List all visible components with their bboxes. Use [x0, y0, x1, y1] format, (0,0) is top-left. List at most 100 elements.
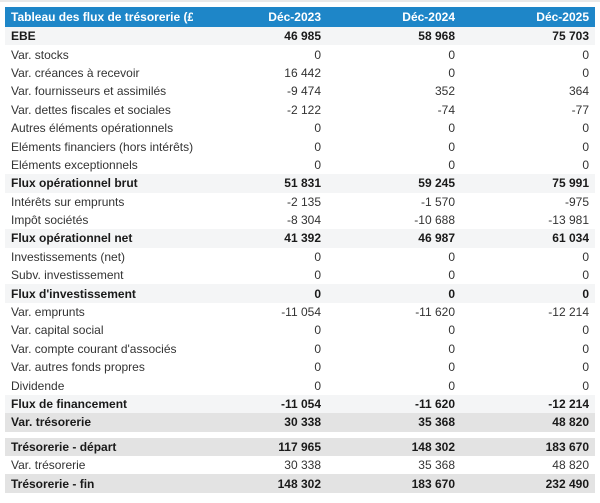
row-value: 352 — [434, 84, 455, 99]
row-value: -10 688 — [414, 213, 455, 228]
row-value: -8 304 — [286, 213, 321, 228]
row-value: -11 620 — [414, 397, 455, 411]
row-value: 0 — [448, 360, 455, 375]
row-value: 232 490 — [545, 476, 589, 491]
table-row: Flux de financement -11 054 -11 620 -12 214 — [5, 394, 595, 414]
row-label: Intérêts sur emprunts — [11, 194, 125, 209]
row-label: Var. fournisseurs et assimilés — [11, 84, 167, 99]
row-value: 75 991 — [552, 176, 589, 191]
table-row: Investissements (net) 0 0 0 — [5, 247, 595, 267]
row-value: 0 — [582, 47, 589, 62]
row-value: 0 — [448, 121, 455, 136]
row-value: 0 — [582, 268, 589, 283]
row-value: 148 302 — [411, 439, 455, 454]
row-value: 183 670 — [411, 476, 455, 491]
row-label: EBE — [11, 29, 36, 44]
row-label: Var. capital social — [11, 323, 104, 338]
row-label: Flux opérationnel net — [11, 231, 133, 246]
row-value: 0 — [314, 121, 321, 136]
section-spacer — [5, 431, 595, 438]
table-row: Var. emprunts -11 054 -11 620 -12 214 — [5, 302, 595, 322]
row-label: Var. emprunts — [11, 305, 85, 320]
row-value: 51 831 — [284, 176, 321, 191]
row-value: 61 034 — [552, 231, 589, 246]
row-value: 0 — [314, 341, 321, 356]
row-value: 0 — [314, 360, 321, 375]
table-row: Var. stocks 0 0 0 — [5, 45, 595, 64]
row-value: 0 — [448, 249, 455, 264]
row-value: -77 — [571, 102, 589, 117]
table-row: Var. fournisseurs et assimilés -9 474 352 3… — [5, 82, 595, 101]
row-value: 0 — [582, 157, 589, 172]
row-label: Eléments financiers (hors intérêts) — [11, 139, 193, 154]
row-value: 59 245 — [418, 176, 455, 191]
row-value: -9 474 — [286, 84, 321, 99]
row-value: 0 — [582, 139, 589, 154]
row-value: 58 968 — [418, 29, 455, 44]
row-value: 35 368 — [418, 458, 455, 473]
row-value: 35 368 — [418, 415, 455, 430]
cash-flow-table: Tableau des flux de trésorerie (£) Déc-2… — [5, 7, 595, 493]
row-value: 48 820 — [552, 415, 589, 430]
row-value: -1 570 — [420, 194, 455, 209]
row-label: Var. dettes fiscales et sociales — [11, 102, 171, 117]
row-value: 0 — [314, 47, 321, 62]
row-label: Trésorerie - départ — [11, 439, 117, 454]
table-row: Intérêts sur emprunts -2 135 -1 570 -975 — [5, 192, 595, 211]
row-label: Investissements (net) — [11, 249, 126, 264]
row-value: 16 442 — [284, 65, 321, 80]
table-row: Eléments exceptionnels 0 0 0 — [5, 155, 595, 175]
row-label: Flux d'investissement — [11, 286, 136, 301]
row-value: 148 302 — [277, 476, 321, 491]
row-value: 0 — [448, 378, 455, 393]
row-value: 0 — [582, 378, 589, 393]
row-value: 30 338 — [284, 415, 321, 430]
column-header-dec-2024: Déc-2024 — [402, 10, 455, 24]
row-value: -975 — [564, 194, 589, 209]
row-label: Impôt sociétés — [11, 213, 89, 228]
row-value: 41 392 — [284, 231, 321, 246]
row-label: Var. trésorerie — [11, 458, 86, 473]
row-value: -74 — [437, 102, 455, 117]
table-row: Var. autres fonds propres 0 0 0 — [5, 358, 595, 377]
row-value: -11 054 — [281, 305, 321, 320]
row-value: 0 — [582, 341, 589, 356]
row-value: 48 820 — [552, 458, 589, 473]
row-label: Autres éléments opérationnels — [11, 121, 174, 136]
row-value: 0 — [448, 157, 455, 172]
row-value: -2 135 — [286, 194, 321, 209]
row-value: 46 987 — [418, 231, 455, 246]
row-value: 0 — [314, 378, 321, 393]
table-row: EBE 46 985 58 968 75 703 — [5, 27, 595, 46]
table-row: Flux d'investissement 0 0 0 — [5, 284, 595, 303]
table-row: Impôt sociétés -8 304 -10 688 -13 981 — [5, 210, 595, 230]
row-value: 0 — [582, 121, 589, 136]
row-value: 0 — [314, 286, 321, 301]
row-label: Var. créances à recevoir — [11, 65, 140, 80]
table-row: Autres éléments opérationnels 0 0 0 — [5, 118, 595, 138]
row-value: -2 122 — [286, 102, 321, 117]
row-label: Var. compte courant d'associés — [11, 341, 177, 356]
row-value: 0 — [448, 323, 455, 338]
row-value: 0 — [582, 360, 589, 375]
row-value: 0 — [314, 249, 321, 264]
row-value: 117 965 — [278, 439, 321, 454]
table-row: Flux opérationnel net 41 392 46 987 61 034 — [5, 229, 595, 248]
row-label: Trésorerie - fin — [11, 476, 95, 491]
row-label: Subv. investissement — [11, 268, 124, 283]
row-value: 0 — [448, 268, 455, 283]
row-value: 0 — [448, 139, 455, 154]
row-value: 0 — [582, 249, 589, 264]
row-value: 46 985 — [284, 29, 321, 44]
row-value: 75 703 — [552, 29, 589, 44]
row-label: Flux de financement — [11, 397, 128, 411]
table-row: Eléments financiers (hors intérêts) 0 0 0 — [5, 137, 595, 156]
row-value: 0 — [448, 341, 455, 356]
row-label: Eléments exceptionnels — [11, 157, 138, 172]
table-row: Trésorerie - fin 148 302 183 670 232 490 — [5, 474, 595, 493]
row-label: Var. trésorerie — [11, 415, 92, 430]
row-value: 0 — [314, 157, 321, 172]
row-label: Var. autres fonds propres — [11, 360, 145, 375]
table-row: Dividende 0 0 0 — [5, 376, 595, 395]
row-value: 0 — [448, 286, 455, 301]
